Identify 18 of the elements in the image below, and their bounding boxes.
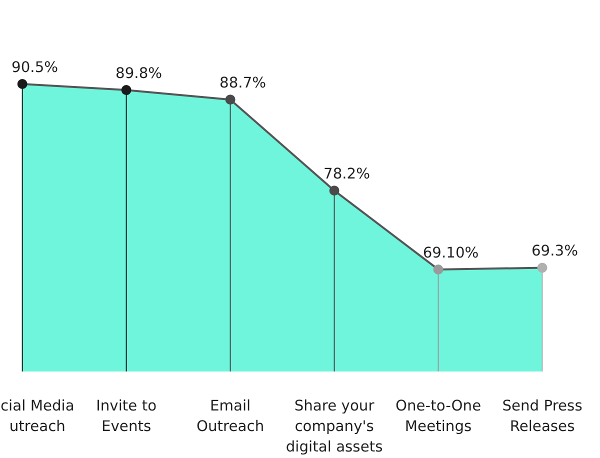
data-label: 88.7%: [220, 74, 266, 92]
data-label: 69.3%: [531, 242, 578, 260]
x-tick-label: Share your company's digital assets: [286, 398, 383, 456]
data-label: 89.8%: [116, 65, 162, 82]
point: [121, 85, 132, 96]
point: [433, 264, 444, 274]
data-label: 69.10%: [422, 244, 479, 262]
data-label: 78.2%: [323, 166, 370, 183]
point: [17, 78, 28, 89]
x-tick-label: Invite to Events: [96, 398, 157, 435]
point: [225, 94, 236, 105]
x-tick-label: Send Press Releases: [502, 398, 582, 435]
x-tick-label: One-to-One Meetings: [395, 398, 482, 435]
data-label: 90.5%: [12, 58, 58, 76]
x-tick-label: Email Outreach: [196, 398, 264, 435]
x-tick-label: cial Media utreach: [0, 398, 74, 435]
point: [537, 262, 548, 273]
point: [329, 186, 340, 196]
